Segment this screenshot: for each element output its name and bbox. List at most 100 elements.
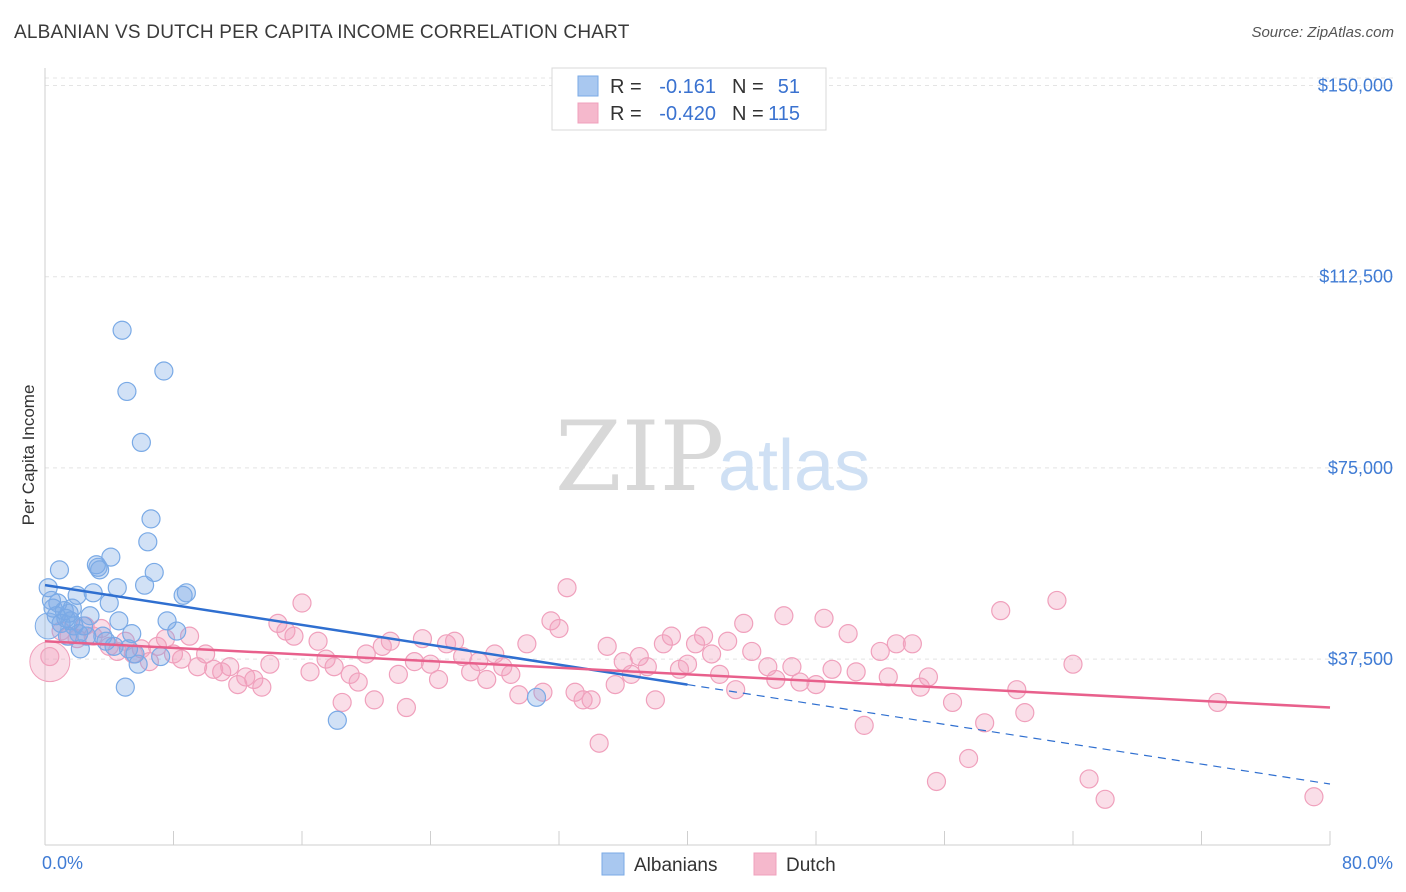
albanians-point [154, 361, 174, 381]
trend-lines [44, 583, 1331, 785]
dutch-point [396, 697, 417, 718]
dutch-point [477, 669, 497, 690]
dutch-point [348, 672, 368, 692]
albanians-point [49, 560, 70, 580]
x-tick-label-min: 0.0% [42, 853, 83, 873]
dutch-point [549, 618, 569, 639]
legend-r-label-1: R = [610, 76, 642, 98]
legend-swatch-dutch [577, 102, 599, 124]
dutch-point [364, 690, 384, 710]
albanians-point [101, 547, 121, 567]
dutch-point [822, 659, 842, 679]
bottom-legend-swatch-dutch [753, 852, 777, 876]
dutch-point [991, 601, 1011, 621]
dutch-point [509, 685, 529, 705]
dutch-point [975, 713, 995, 733]
dutch-point [444, 631, 465, 651]
watermark: ZIP atlas [555, 401, 870, 513]
dutch-point [742, 641, 762, 662]
dutch-point [726, 680, 746, 700]
dutch-point [284, 626, 304, 646]
albanians-point [176, 583, 196, 603]
dutch-point [886, 634, 906, 654]
dutch-point [171, 649, 192, 669]
dutch-point [597, 636, 617, 656]
legend-n-value-1: 51 [778, 76, 800, 98]
source-credit: Source: ZipAtlas.com [1251, 24, 1394, 41]
dutch-point [701, 644, 722, 664]
dutch-point [324, 657, 344, 677]
bottom-legend-albanians: Albanians [634, 855, 717, 876]
dutch-point [814, 608, 834, 628]
legend-n-value-2: 115 [768, 103, 800, 125]
albanians-point [115, 677, 135, 697]
albanians-point [90, 560, 110, 580]
dutch-point [1063, 654, 1083, 674]
albanians-point [157, 611, 177, 631]
dutch-point [661, 626, 682, 646]
albanians-point [107, 578, 127, 598]
dutch-point [541, 611, 561, 631]
albanians-point [77, 626, 97, 646]
watermark-zip: ZIP [555, 401, 724, 513]
legend-n-label-1: N = [732, 76, 764, 98]
dutch-point [573, 690, 593, 710]
dutch-point [790, 672, 810, 692]
dutch-point [308, 631, 328, 651]
watermark-atlas: atlas [718, 426, 870, 506]
albanians-point [526, 687, 547, 707]
bottom-legend: Albanians Dutch [601, 852, 836, 876]
albanians-point [134, 575, 155, 595]
dutch-point [40, 646, 60, 667]
y-tick-label: $37,500 [1328, 649, 1393, 669]
dutch-point [589, 733, 609, 753]
albanians-point [122, 624, 142, 644]
dutch-point [493, 657, 513, 677]
albanians-point [117, 381, 137, 402]
albanians-point [151, 646, 171, 667]
dutch-point [501, 664, 521, 684]
dutch-point [645, 690, 665, 710]
dutch-point [300, 662, 320, 682]
dutch-point [854, 715, 874, 735]
dutch-point [1095, 789, 1115, 809]
dutch-point [83, 626, 103, 646]
data-points [29, 320, 1324, 809]
dutch-point [806, 674, 826, 695]
legend-r-value-1: -0.161 [659, 76, 716, 98]
dutch-point [260, 654, 280, 674]
y-tick-label: $150,000 [1318, 75, 1393, 95]
albanians-point [109, 611, 129, 631]
albanians-point [167, 621, 187, 641]
albanians-point [57, 626, 78, 646]
y-tick-label: $112,500 [1319, 267, 1393, 287]
albanians-point [144, 562, 164, 583]
dutch-point [870, 641, 890, 662]
albanians-point [131, 432, 151, 453]
dutch-point [902, 634, 922, 654]
dutch-point [677, 654, 698, 674]
albanians-trend-extension [687, 683, 1331, 785]
albanians-point [327, 710, 347, 730]
albanians-point [173, 585, 193, 605]
dutch-point [718, 631, 738, 651]
dutch-point [846, 662, 866, 682]
dutch-point [734, 613, 754, 634]
dutch-point [292, 593, 312, 613]
dutch-point [1079, 769, 1099, 789]
bottom-legend-dutch: Dutch [786, 855, 836, 876]
albanians-point [128, 654, 148, 674]
grid-lines [45, 77, 1395, 660]
y-axis-label: Per Capita Income [19, 385, 38, 526]
dutch-trend-line [44, 640, 1331, 709]
legend-swatch-albanians [577, 75, 599, 97]
dutch-point [926, 771, 947, 792]
legend-n-label-2: N = [732, 103, 764, 125]
dutch-point [179, 626, 200, 646]
dutch-point [220, 657, 240, 677]
dutch-point [774, 606, 794, 626]
axes [44, 68, 1331, 846]
dutch-point [782, 657, 802, 677]
legend-r-value-2: -0.420 [659, 103, 716, 125]
